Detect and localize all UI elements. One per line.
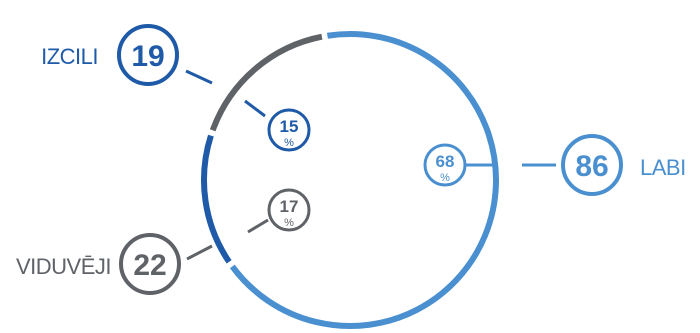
percent-value-labi: 68 <box>436 152 455 171</box>
category-label-izcili: IZCILI <box>41 44 98 69</box>
category-label-labi: LABI <box>640 155 686 180</box>
count-value-viduveji: 22 <box>133 249 166 282</box>
percent-sign-izcili: % <box>284 137 294 149</box>
leader-line-inner-izcili <box>245 101 265 116</box>
percent-sign-viduveji: % <box>284 217 294 229</box>
leader-line-inner-viduveji <box>248 220 268 232</box>
percent-value-izcili: 15 <box>280 117 299 136</box>
percent-sign-labi: % <box>440 172 450 184</box>
ring-segment-izcili <box>204 136 229 262</box>
count-value-labi: 86 <box>575 150 608 183</box>
leader-line-outer-izcili <box>186 71 212 83</box>
leader-line-outer-viduveji <box>187 246 212 259</box>
count-value-izcili: 19 <box>131 40 164 73</box>
category-label-viduveji: VIDUVĒJI <box>16 254 111 279</box>
percent-value-viduveji: 17 <box>280 197 299 216</box>
